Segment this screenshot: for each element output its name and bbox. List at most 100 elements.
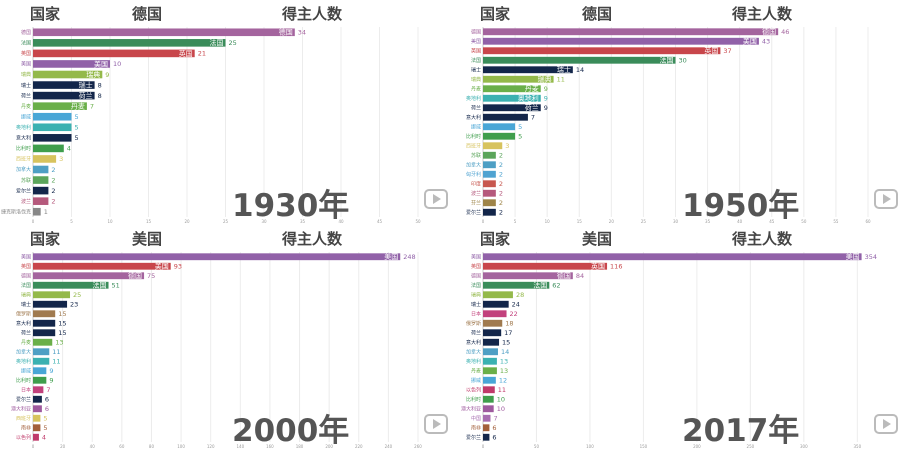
chart-panel-2000: 国家 美国 得主人数 0 20 40 60 80 100 120 140 160 180 200 22… (0, 225, 450, 450)
tick-label: 80 (149, 444, 155, 449)
value-label: 2 (51, 187, 55, 195)
value-label: 75 (147, 272, 155, 280)
category-label: 荷兰 (471, 104, 481, 111)
category-label: 比利时 (466, 396, 481, 403)
tick-label: 200 (693, 444, 701, 449)
bar (33, 310, 56, 318)
category-label: 南非 (471, 424, 481, 431)
bar (483, 367, 497, 375)
category-label: 英国 (21, 50, 31, 57)
bar-inner-label: 美国 (94, 59, 108, 68)
bar (33, 134, 72, 142)
category-label: 荷兰 (21, 92, 31, 99)
year-label: 1930年 (232, 188, 350, 224)
category-label: 俄罗斯 (466, 320, 481, 327)
play-button[interactable] (874, 189, 898, 209)
bar (483, 66, 573, 74)
bar-inner-label: 瑞士 (557, 65, 571, 74)
value-label: 116 (610, 263, 622, 271)
bar (483, 189, 496, 197)
value-label: 3 (505, 142, 509, 150)
value-label: 2 (51, 166, 55, 174)
category-label: 荷兰 (471, 329, 481, 336)
category-label: 法国 (21, 282, 31, 289)
tick-label: 0 (482, 444, 485, 449)
category-label: 奥地利 (466, 95, 481, 102)
header-leader: 德国 (582, 5, 613, 23)
bar-inner-label: 法国 (660, 56, 674, 65)
value-label: 6 (45, 396, 49, 404)
category-label: 波兰 (471, 190, 481, 197)
category-label: 丹麦 (21, 103, 31, 110)
bar (33, 81, 95, 89)
bar-inner-label: 美国 (743, 37, 757, 46)
value-label: 84 (576, 272, 584, 280)
bar (483, 348, 498, 356)
tick-label: 35 (705, 219, 711, 224)
play-button[interactable] (424, 189, 448, 209)
value-label: 2 (499, 209, 503, 217)
value-label: 93 (174, 263, 182, 271)
bar (33, 414, 41, 422)
category-label: 丹麦 (471, 367, 481, 374)
tick-label: 260 (414, 444, 422, 449)
value-label: 11 (557, 76, 565, 84)
value-label: 9 (49, 367, 53, 375)
bar-inner-label: 德国 (557, 271, 571, 280)
bar-inner-label: 美国 (155, 262, 169, 271)
value-label: 21 (198, 50, 206, 58)
value-label: 2 (499, 171, 503, 179)
tick-label: 0 (32, 219, 35, 224)
category-label: 法国 (471, 282, 481, 289)
value-label: 23 (70, 301, 78, 309)
bar-inner-label: 瑞典 (538, 75, 552, 84)
value-label: 2 (499, 199, 503, 207)
bar (33, 28, 295, 37)
bar-inner-label: 德国 (128, 271, 142, 280)
value-label: 2 (499, 180, 503, 188)
category-label: 西班牙 (16, 415, 31, 422)
bar (483, 253, 862, 261)
tick-label: 20 (60, 444, 66, 449)
header-count: 得主人数 (282, 230, 343, 248)
header-country: 国家 (30, 5, 61, 23)
bar (483, 376, 496, 384)
tick-label: 55 (833, 219, 839, 224)
value-label: 15 (58, 310, 66, 318)
value-label: 7 (493, 415, 497, 423)
play-button[interactable] (424, 414, 448, 434)
category-label: 爱尔兰 (16, 187, 31, 194)
play-icon (433, 194, 441, 204)
value-label: 3 (59, 155, 63, 163)
category-label: 俄罗斯 (16, 310, 31, 317)
value-label: 5 (75, 134, 79, 142)
value-label: 5 (518, 123, 522, 131)
tick-label: 25 (641, 219, 647, 224)
category-label: 丹麦 (471, 85, 481, 92)
value-label: 13 (500, 367, 508, 375)
value-label: 9 (49, 377, 53, 385)
bar-inner-label: 英国 (179, 49, 193, 58)
bar (483, 357, 497, 365)
bar (483, 208, 496, 216)
tick-label: 180 (296, 444, 304, 449)
value-label: 11 (52, 358, 60, 366)
bar (483, 75, 554, 83)
value-label: 2 (499, 161, 503, 169)
category-label: 日本 (471, 310, 481, 317)
bar (33, 102, 87, 110)
category-label: 以色列 (16, 434, 31, 441)
value-label: 8 (98, 81, 102, 89)
bar (483, 132, 516, 140)
year-label: 1950年 (682, 188, 800, 224)
value-label: 4 (67, 145, 71, 153)
header-count: 得主人数 (282, 5, 343, 23)
value-label: 13 (500, 358, 508, 366)
play-button[interactable] (874, 414, 898, 434)
play-icon (433, 419, 441, 429)
category-label: 爱尔兰 (466, 209, 481, 216)
category-label: 英国 (471, 263, 481, 270)
category-label: 瑞典 (21, 291, 31, 298)
category-label: 澳大利亚 (461, 405, 481, 412)
tick-label: 40 (737, 219, 743, 224)
